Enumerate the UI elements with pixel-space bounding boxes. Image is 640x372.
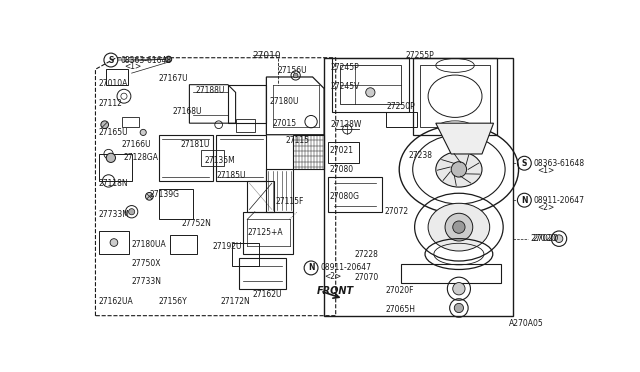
Text: 27065H: 27065H: [386, 305, 416, 314]
Text: 27181U: 27181U: [180, 140, 209, 149]
Text: 27080: 27080: [330, 165, 354, 174]
Text: 27115: 27115: [285, 136, 310, 145]
Text: 27238: 27238: [409, 151, 433, 160]
Text: 08363-61648: 08363-61648: [534, 159, 585, 168]
Circle shape: [166, 56, 172, 62]
Polygon shape: [436, 123, 493, 154]
Ellipse shape: [428, 203, 490, 251]
Text: 27245P: 27245P: [330, 63, 359, 72]
Text: 08911-20647: 08911-20647: [320, 263, 371, 272]
Text: 27010: 27010: [253, 51, 281, 60]
Circle shape: [140, 129, 147, 135]
Text: 27172N: 27172N: [220, 297, 250, 306]
Text: 27255P: 27255P: [405, 51, 434, 60]
Text: <2>: <2>: [538, 203, 555, 212]
Text: 27162U: 27162U: [253, 290, 282, 299]
Bar: [170, 235, 197, 254]
Circle shape: [101, 121, 109, 129]
Text: 27072: 27072: [384, 207, 408, 216]
Text: S: S: [522, 159, 527, 168]
Circle shape: [106, 153, 115, 163]
Text: N: N: [521, 196, 527, 205]
Text: 27167U: 27167U: [159, 74, 188, 83]
Text: 27128GA: 27128GA: [124, 153, 159, 162]
Text: 27180U: 27180U: [269, 97, 299, 106]
Circle shape: [454, 303, 463, 312]
Text: 27010A: 27010A: [99, 78, 128, 88]
Bar: [236, 119, 255, 132]
Circle shape: [145, 192, 153, 200]
Circle shape: [293, 73, 298, 78]
Text: 27070: 27070: [355, 273, 380, 282]
Text: 27162UA: 27162UA: [99, 297, 133, 306]
Text: 27112: 27112: [99, 99, 122, 108]
Text: 27168U: 27168U: [172, 107, 202, 116]
Circle shape: [365, 88, 375, 97]
Circle shape: [129, 209, 135, 215]
Text: 27166U: 27166U: [122, 140, 151, 149]
Circle shape: [451, 162, 467, 177]
Text: 27250P: 27250P: [387, 102, 415, 111]
Bar: [99, 231, 129, 254]
Text: 27180UA: 27180UA: [132, 240, 166, 249]
Text: 27020: 27020: [532, 234, 559, 243]
Text: 08911-20647: 08911-20647: [534, 196, 584, 205]
Text: 27115F: 27115F: [276, 197, 304, 206]
Text: A270A05: A270A05: [509, 319, 543, 328]
Text: 27752N: 27752N: [182, 219, 212, 228]
Circle shape: [452, 221, 465, 233]
Text: 27750X: 27750X: [132, 259, 161, 268]
Text: N: N: [308, 263, 314, 272]
Text: <1>: <1>: [124, 62, 141, 71]
Text: 27021: 27021: [330, 145, 353, 155]
Text: <1>: <1>: [538, 166, 555, 176]
Text: 27156U: 27156U: [278, 66, 308, 75]
Text: 27733N: 27733N: [132, 276, 162, 286]
Text: 27185U: 27185U: [216, 171, 246, 180]
Text: 27080G: 27080G: [330, 192, 360, 201]
Text: 27156Y: 27156Y: [159, 297, 188, 306]
Text: 27128W: 27128W: [330, 120, 362, 129]
Circle shape: [452, 283, 465, 295]
Bar: [324, 58, 513, 316]
Bar: [328, 142, 359, 163]
Circle shape: [555, 235, 563, 243]
Text: 27020: 27020: [531, 234, 557, 243]
Text: 27188U: 27188U: [196, 86, 225, 95]
Bar: [232, 243, 259, 266]
Text: 27118N: 27118N: [99, 179, 128, 188]
Text: S: S: [108, 55, 113, 64]
Text: 27228: 27228: [355, 250, 379, 259]
Text: 27165U: 27165U: [99, 128, 128, 137]
Text: 27020F: 27020F: [386, 286, 414, 295]
Circle shape: [110, 239, 118, 246]
Text: 08363-61648: 08363-61648: [120, 55, 172, 64]
Text: <2>: <2>: [324, 272, 341, 281]
Circle shape: [445, 213, 473, 241]
Text: FRONT: FRONT: [316, 286, 353, 296]
Text: 27139G: 27139G: [149, 189, 179, 199]
Text: 27192U: 27192U: [212, 242, 242, 251]
Text: 27125+A: 27125+A: [247, 228, 283, 237]
Text: 27135M: 27135M: [205, 155, 236, 165]
Ellipse shape: [436, 152, 482, 187]
Text: 27015: 27015: [273, 119, 297, 128]
Text: 27733M: 27733M: [99, 209, 129, 218]
Bar: [201, 150, 224, 166]
Text: 27245V: 27245V: [330, 82, 360, 91]
Bar: [401, 264, 501, 283]
